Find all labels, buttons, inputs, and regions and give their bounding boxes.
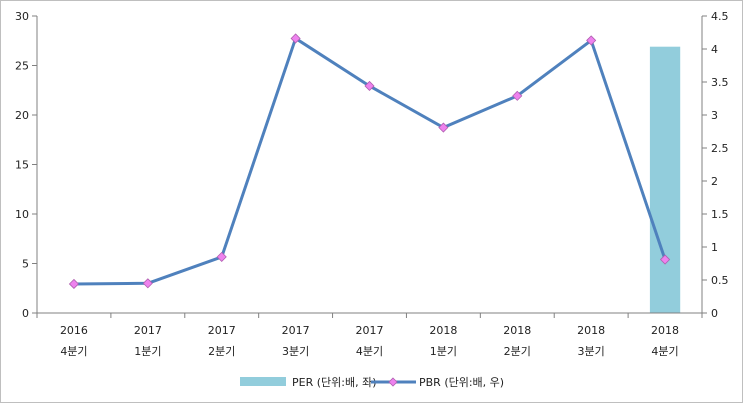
x-tick-label-quarter: 4분기 [356, 345, 383, 358]
x-tick-label-year: 2017 [134, 324, 162, 337]
y-left-tick-label: 15 [15, 159, 29, 172]
y-left-tick-label: 20 [15, 109, 29, 122]
legend-pbr-marker [388, 377, 398, 387]
pbr-marker-2 [216, 251, 227, 262]
x-tick-label-year: 2018 [577, 324, 605, 337]
x-tick-label-quarter: 1분기 [430, 345, 457, 358]
pbr-marker-0 [68, 278, 80, 290]
y-right-tick-label: 0 [711, 307, 718, 320]
x-tick-label-year: 2016 [60, 324, 88, 337]
y-left-tick-label: 0 [22, 307, 29, 320]
legend-per-label: PER (단위:배, 좌) [292, 376, 377, 389]
x-tick-label-year: 2018 [503, 324, 531, 337]
y-right-tick-label: 2 [711, 175, 718, 188]
x-tick-label-year: 2017 [356, 324, 384, 337]
y-left-tick-label: 10 [15, 208, 29, 221]
y-left-tick-label: 25 [15, 60, 29, 73]
y-right-tick-label: 4.5 [711, 10, 729, 23]
pbr-marker-4 [364, 80, 375, 92]
pbr-marker-6 [512, 90, 523, 101]
x-tick-label-year: 2018 [429, 324, 457, 337]
y-right-tick-label: 1 [711, 241, 718, 254]
pbr-marker-3 [290, 33, 301, 44]
x-tick-label-year: 2017 [282, 324, 310, 337]
y-right-tick-label: 2.5 [711, 142, 729, 155]
x-tick-label-quarter: 2분기 [504, 345, 531, 358]
pbr-marker-1 [142, 278, 153, 289]
x-tick-label-year: 2018 [651, 324, 679, 337]
y-left-tick-label: 30 [15, 10, 29, 23]
y-right-tick-label: 1.5 [711, 208, 729, 221]
pbr-marker-7 [586, 35, 597, 46]
x-tick-label-quarter: 4분기 [60, 345, 87, 358]
x-tick-label-quarter: 2분기 [208, 345, 235, 358]
per-bar-8 [649, 46, 681, 313]
x-tick-label-quarter: 1분기 [134, 345, 161, 358]
y-left-tick-label: 5 [22, 258, 29, 271]
y-right-tick-label: 0.5 [711, 274, 729, 287]
x-tick-label-quarter: 3분기 [578, 345, 605, 358]
x-tick-label-quarter: 3분기 [282, 345, 309, 358]
y-right-tick-label: 4 [711, 43, 718, 56]
y-right-tick-label: 3 [711, 109, 718, 122]
pbr-marker-8 [659, 254, 671, 265]
x-tick-label-year: 2017 [208, 324, 236, 337]
pbr-marker-5 [438, 122, 449, 133]
legend-per-swatch [240, 377, 286, 386]
x-tick-label-quarter: 4분기 [651, 345, 678, 358]
legend-pbr-label: PBR (단위:배, 우) [419, 376, 504, 389]
y-right-tick-label: 3.5 [711, 76, 729, 89]
